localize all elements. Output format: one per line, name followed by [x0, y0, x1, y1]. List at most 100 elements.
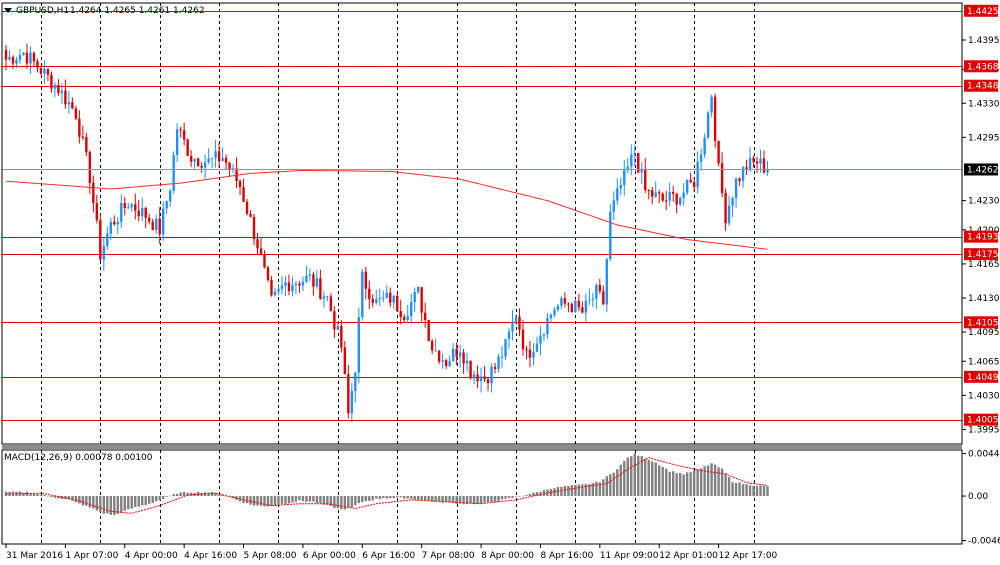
- candle-body[interactable]: [671, 191, 675, 194]
- candle-body[interactable]: [312, 274, 315, 287]
- candle-body[interactable]: [637, 152, 640, 173]
- candle-body[interactable]: [497, 356, 500, 369]
- candle-body[interactable]: [504, 339, 507, 357]
- candle-body[interactable]: [706, 112, 710, 138]
- candle-body[interactable]: [277, 288, 280, 292]
- candle-body[interactable]: [43, 68, 46, 74]
- candle-body[interactable]: [595, 284, 598, 299]
- candle-body[interactable]: [273, 291, 277, 296]
- candle-body[interactable]: [741, 167, 745, 181]
- candle-body[interactable]: [612, 200, 616, 212]
- candle-body[interactable]: [553, 309, 556, 315]
- candle-body[interactable]: [291, 285, 294, 292]
- candle-body[interactable]: [329, 296, 333, 312]
- candle-body[interactable]: [574, 300, 577, 312]
- candle-body[interactable]: [486, 379, 490, 384]
- candle-body[interactable]: [406, 316, 409, 320]
- candle-body[interactable]: [745, 167, 748, 170]
- candle-body[interactable]: [410, 302, 413, 317]
- candle-body[interactable]: [375, 299, 378, 303]
- candle-body[interactable]: [514, 316, 518, 322]
- candle-body[interactable]: [252, 216, 256, 240]
- candles-series[interactable]: [4, 43, 769, 423]
- candle-body[interactable]: [644, 169, 647, 190]
- candle-body[interactable]: [210, 157, 214, 159]
- candle-body[interactable]: [619, 185, 622, 189]
- candle-body[interactable]: [18, 55, 22, 60]
- candle-body[interactable]: [85, 136, 88, 153]
- candle-body[interactable]: [141, 207, 144, 217]
- candle-body[interactable]: [437, 350, 441, 362]
- candle-body[interactable]: [685, 179, 689, 193]
- candle-body[interactable]: [434, 350, 437, 352]
- candle-body[interactable]: [689, 179, 692, 183]
- candle-body[interactable]: [182, 130, 186, 140]
- candle-body[interactable]: [647, 189, 650, 191]
- candle-body[interactable]: [333, 311, 336, 330]
- candle-body[interactable]: [396, 295, 399, 312]
- candle-body[interactable]: [322, 296, 326, 299]
- candle-body[interactable]: [308, 274, 312, 276]
- candle-body[interactable]: [315, 278, 319, 287]
- candle-body[interactable]: [347, 374, 350, 414]
- candle-body[interactable]: [326, 296, 329, 298]
- candle-body[interactable]: [500, 356, 504, 358]
- candle-body[interactable]: [193, 158, 196, 162]
- candle-body[interactable]: [752, 157, 755, 162]
- candle-body[interactable]: [78, 118, 81, 137]
- candle-body[interactable]: [598, 284, 602, 292]
- candle-body[interactable]: [127, 207, 130, 209]
- candle-body[interactable]: [144, 207, 147, 218]
- candle-body[interactable]: [483, 376, 486, 380]
- candle-body[interactable]: [71, 102, 74, 109]
- candle-body[interactable]: [748, 157, 752, 170]
- candle-body[interactable]: [224, 157, 228, 163]
- candle-body[interactable]: [630, 154, 633, 167]
- candle-body[interactable]: [203, 162, 207, 168]
- candle-body[interactable]: [196, 158, 200, 166]
- candle-body[interactable]: [525, 349, 528, 351]
- candle-body[interactable]: [305, 275, 308, 282]
- candle-body[interactable]: [343, 347, 347, 375]
- candle-body[interactable]: [368, 288, 371, 300]
- candle-body[interactable]: [518, 316, 521, 330]
- candle-body[interactable]: [602, 291, 605, 305]
- candle-body[interactable]: [556, 305, 560, 310]
- candle-body[interactable]: [724, 193, 727, 224]
- candle-body[interactable]: [451, 348, 455, 362]
- candle-body[interactable]: [546, 318, 549, 335]
- candle-body[interactable]: [472, 374, 476, 379]
- candle-body[interactable]: [340, 325, 343, 348]
- candle-body[interactable]: [651, 190, 654, 197]
- candle-body[interactable]: [32, 52, 36, 62]
- candle-body[interactable]: [727, 205, 731, 224]
- candle-body[interactable]: [570, 304, 574, 312]
- candle-body[interactable]: [161, 208, 165, 235]
- candle-body[interactable]: [284, 282, 287, 286]
- candle-body[interactable]: [713, 96, 717, 141]
- candle-body[interactable]: [762, 158, 766, 173]
- candle-body[interactable]: [563, 298, 567, 304]
- candle-body[interactable]: [605, 259, 609, 305]
- candle-body[interactable]: [766, 169, 769, 173]
- candle-body[interactable]: [116, 221, 119, 225]
- panel-splitter[interactable]: [2, 445, 962, 449]
- candle-body[interactable]: [259, 248, 263, 255]
- candle-body[interactable]: [703, 137, 706, 155]
- candle-body[interactable]: [658, 192, 661, 194]
- candle-body[interactable]: [661, 193, 664, 201]
- candle-body[interactable]: [507, 331, 511, 340]
- candle-body[interactable]: [392, 295, 395, 303]
- candle-body[interactable]: [692, 182, 696, 188]
- candle-body[interactable]: [511, 321, 514, 332]
- candle-body[interactable]: [479, 376, 483, 382]
- candle-body[interactable]: [36, 61, 39, 68]
- candle-body[interactable]: [731, 198, 734, 206]
- candle-body[interactable]: [106, 233, 109, 246]
- candle-body[interactable]: [67, 102, 71, 105]
- candle-body[interactable]: [137, 210, 140, 217]
- candle-body[interactable]: [60, 90, 64, 94]
- candle-body[interactable]: [581, 307, 584, 313]
- candle-body[interactable]: [616, 188, 619, 201]
- candle-body[interactable]: [256, 239, 259, 249]
